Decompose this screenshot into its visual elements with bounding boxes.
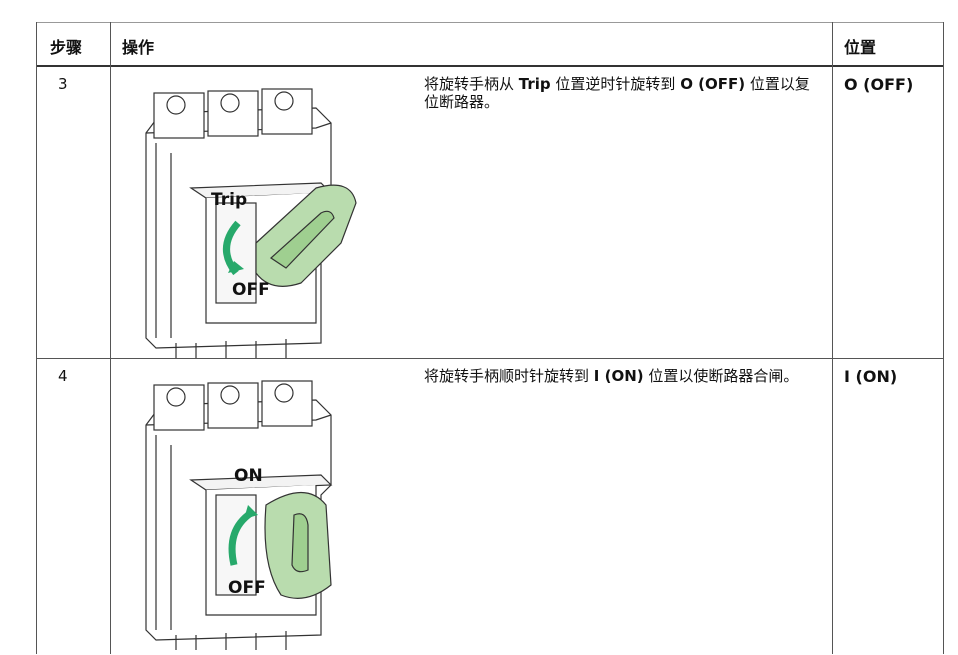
description: 将旋转手柄顺时针旋转到 I (ON) 位置以使断路器合闸。	[424, 367, 820, 385]
figure-label: Trip	[211, 190, 247, 210]
step-cell: 3	[58, 75, 68, 93]
text-segment: Trip	[518, 75, 551, 93]
border	[36, 22, 37, 654]
text-segment: I (ON)	[593, 367, 644, 385]
border	[110, 22, 111, 654]
description: 将旋转手柄从 Trip 位置逆时针旋转到 O (OFF) 位置以复位断路器。	[424, 75, 820, 111]
border	[943, 22, 944, 654]
breaker-figure: Trip OFF	[145, 88, 357, 358]
border	[36, 358, 944, 359]
header-cell: 操作	[122, 38, 155, 57]
border	[36, 22, 944, 23]
border	[832, 22, 833, 654]
text-segment: 位置以使断路器合闸。	[643, 367, 799, 385]
text-segment: O (OFF)	[680, 75, 746, 93]
position-cell: I (ON)	[844, 367, 898, 386]
step-cell: 4	[58, 367, 68, 385]
border	[36, 65, 944, 67]
breaker-figure: ON OFF	[145, 380, 333, 650]
text-segment: 位置逆时针旋转到	[550, 75, 681, 93]
header-cell: 步骤	[50, 38, 83, 57]
figure-label: OFF	[228, 578, 266, 598]
text-segment: 位置以复位断路器。	[424, 75, 810, 111]
position-cell: O (OFF)	[844, 75, 914, 94]
figure-label: OFF	[232, 280, 270, 300]
header-cell: 位置	[844, 38, 877, 57]
text-segment: 将旋转手柄从	[424, 75, 519, 93]
text-segment: 将旋转手柄顺时针旋转到	[424, 367, 594, 385]
figure-label: ON	[234, 466, 263, 486]
